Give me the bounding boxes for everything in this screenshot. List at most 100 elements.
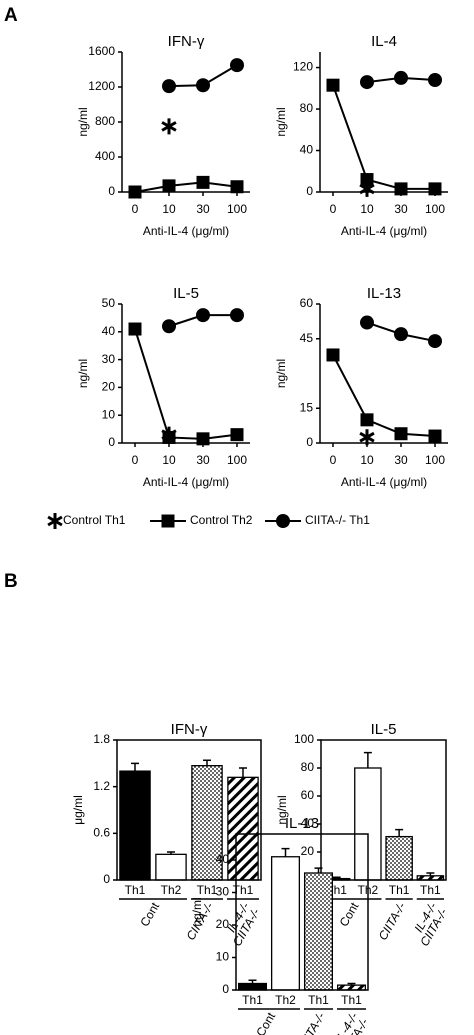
square-marker xyxy=(360,413,374,427)
group-label-line: Cont xyxy=(254,1010,279,1035)
y-tick-label: 50 xyxy=(102,296,116,310)
circle-marker xyxy=(230,58,244,73)
x-tick-label: 0 xyxy=(330,202,337,216)
group-label-line: CIITA-/- xyxy=(295,1010,328,1035)
x-axis-label: Anti-IL-4 (μg/ml) xyxy=(341,224,427,238)
star-marker xyxy=(161,118,177,135)
x-tick-label: Th1 xyxy=(125,883,146,897)
bar xyxy=(227,776,259,881)
y-axis-label: ng/ml xyxy=(190,897,204,926)
plot-frame xyxy=(116,739,262,881)
y-axis-label: ng/ml xyxy=(76,359,90,388)
circle-marker xyxy=(360,315,374,330)
circle-marker xyxy=(162,79,176,94)
legend-label: Control Th1 xyxy=(63,513,126,527)
x-tick-label: Th1 xyxy=(197,883,218,897)
x-tick-label: 30 xyxy=(196,202,210,216)
y-tick-label: 60 xyxy=(300,296,314,310)
square-marker xyxy=(360,173,374,187)
y-tick-label: 45 xyxy=(300,331,314,345)
chart-title: IL-13 xyxy=(285,815,319,832)
group-label: CIITA-/- xyxy=(376,900,409,943)
group-label: Cont xyxy=(138,900,163,930)
square-marker xyxy=(394,182,408,196)
circle-marker xyxy=(394,70,408,85)
square-marker xyxy=(230,180,244,194)
y-tick-label: 40 xyxy=(102,324,116,338)
error-bar xyxy=(248,979,257,984)
bar xyxy=(270,856,301,991)
y-tick-label: 10 xyxy=(216,950,230,964)
y-tick-label: 80 xyxy=(301,760,315,774)
star-marker xyxy=(359,429,375,446)
series-line xyxy=(134,181,238,193)
error-bar xyxy=(332,876,341,879)
square-marker xyxy=(128,185,142,199)
x-tick-label: 10 xyxy=(360,453,374,467)
x-tick-label: Th1 xyxy=(242,993,263,1007)
square-marker xyxy=(162,179,176,193)
y-tick-label: 20 xyxy=(301,844,315,858)
plot-frame xyxy=(320,739,447,881)
y-tick-label: 0 xyxy=(306,435,313,449)
x-tick-label: 10 xyxy=(162,453,176,467)
y-tick-label: 0 xyxy=(108,435,115,449)
y-tick-label: 20 xyxy=(216,917,230,931)
y-tick-label: 800 xyxy=(95,114,115,128)
y-tick-label: 0 xyxy=(306,184,313,198)
x-tick-label: 30 xyxy=(394,453,408,467)
x-tick-label: 100 xyxy=(227,202,247,216)
y-tick-label: 0.6 xyxy=(93,826,110,840)
x-tick-label: 30 xyxy=(394,202,408,216)
x-tick-label: Th1 xyxy=(308,993,329,1007)
y-tick-label: 40 xyxy=(301,816,315,830)
y-tick-label: 40 xyxy=(216,852,230,866)
group-label-line: CIITA-/- xyxy=(376,900,409,943)
y-tick-label: 30 xyxy=(216,885,230,899)
y-tick-label: 1600 xyxy=(88,44,115,58)
group-label: CIITA-/- xyxy=(295,1010,328,1035)
y-tick-label: 20 xyxy=(102,380,116,394)
square-marker xyxy=(196,432,210,446)
y-tick-label: 400 xyxy=(95,149,115,163)
y-tick-label: 60 xyxy=(301,788,315,802)
error-bar xyxy=(203,759,211,766)
legend-label: CIITA-/- Th1 xyxy=(305,513,370,527)
square-marker xyxy=(128,322,142,336)
x-tick-label: 100 xyxy=(227,453,247,467)
legend-marker xyxy=(276,514,290,528)
y-tick-label: 10 xyxy=(102,407,116,421)
square-marker xyxy=(428,182,442,196)
chart-title: IL-5 xyxy=(173,285,199,302)
bar xyxy=(385,835,413,881)
error-bar xyxy=(347,982,356,986)
y-axis-label: ng/ml xyxy=(275,795,289,824)
circle-marker xyxy=(428,334,442,349)
y-axis-label: ng/ml xyxy=(274,359,288,388)
y-axis-label: μg/ml xyxy=(71,795,85,825)
group-label-line: Cont xyxy=(138,900,163,930)
y-axis-label: ng/ml xyxy=(76,107,90,136)
y-tick-label: 15 xyxy=(300,400,314,414)
y-tick-label: 80 xyxy=(300,101,314,115)
circle-marker xyxy=(360,75,374,90)
group-label: Cont xyxy=(337,900,362,930)
x-tick-label: 0 xyxy=(330,453,337,467)
x-tick-label: 100 xyxy=(425,202,445,216)
square-marker xyxy=(394,427,408,441)
y-tick-label: 30 xyxy=(102,352,116,366)
circle-marker xyxy=(162,319,176,334)
x-axis-label: Anti-IL-4 (μg/ml) xyxy=(143,224,229,238)
square-marker xyxy=(428,429,442,443)
x-axis-label: Anti-IL-4 (μg/ml) xyxy=(143,475,229,489)
group-label: IL-4-/-CIITA-/- xyxy=(407,900,450,949)
square-marker xyxy=(230,428,244,442)
chart-title: IL-4 xyxy=(371,33,397,50)
chart-title: IL-13 xyxy=(367,285,401,302)
x-axis-label: Anti-IL-4 (μg/ml) xyxy=(341,475,427,489)
y-tick-label: 1.2 xyxy=(93,779,110,793)
x-tick-label: Th2 xyxy=(161,883,182,897)
error-bar xyxy=(363,751,372,768)
chart-title: IFN-γ xyxy=(171,721,208,738)
